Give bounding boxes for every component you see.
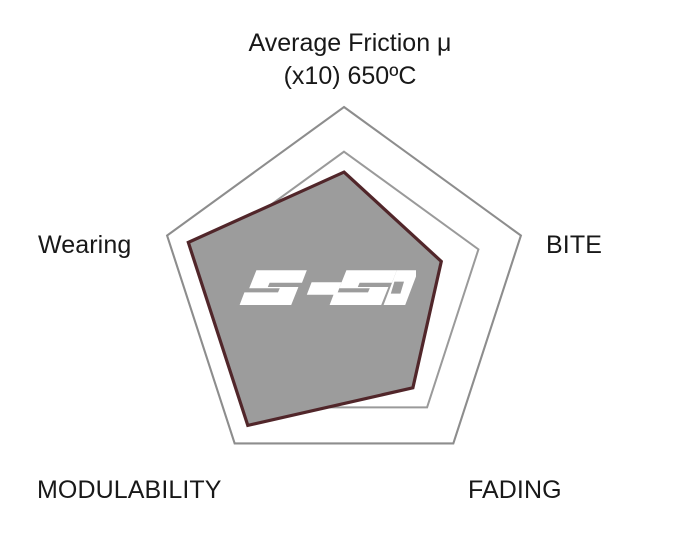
axis-label-wearing: Wearing xyxy=(38,231,132,259)
chart-title: Average Friction μ (x10) 650ºC xyxy=(0,27,700,93)
axis-label-modulability: MODULABILITY xyxy=(37,476,222,504)
axis-label-fading: FADING xyxy=(468,476,562,504)
series-polygon-s50 xyxy=(186,170,444,428)
grid-ring-outer xyxy=(165,105,523,445)
chart-title-line-2: (x10) 650ºC xyxy=(283,62,417,90)
chart-title-line-1: Average Friction μ xyxy=(248,29,452,57)
axis-label-bite: BITE xyxy=(546,231,602,259)
